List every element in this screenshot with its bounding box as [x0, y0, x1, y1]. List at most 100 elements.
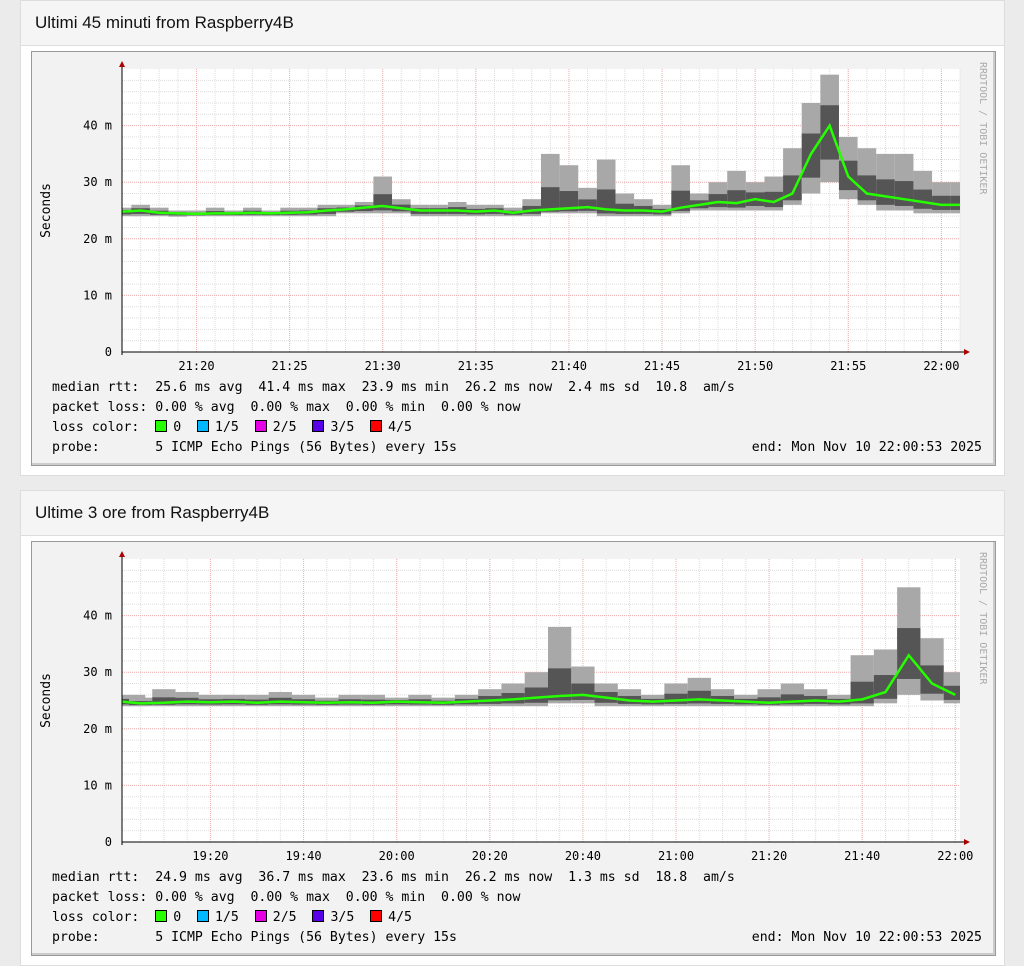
loss-swatch	[254, 420, 267, 432]
smoke-core	[615, 203, 635, 214]
smoke-core	[876, 179, 895, 205]
y-tick-label: 10 m	[83, 778, 112, 792]
smoke-core	[894, 181, 914, 206]
x-tick-label: 21:25	[272, 359, 308, 373]
smoke-core	[920, 665, 944, 694]
x-tick-label: 21:40	[844, 849, 880, 863]
smoke-core	[950, 195, 960, 210]
loss-swatch-label: 4/5	[388, 910, 412, 925]
chart-svg: 0 10 m 20 m 30 m 40 m 21:20 21:25 21:30 21:35 21:…	[39, 61, 988, 373]
loss-swatch	[370, 420, 383, 432]
card-3h: Ultime 3 ore from Raspberry4B 0 10 m 20 m 3…	[20, 490, 1005, 966]
x-tick-label: 21:00	[658, 849, 694, 863]
watermark: RRDTOOL / TOBI OETIKER	[977, 552, 988, 685]
smoke-core	[547, 668, 572, 701]
card-45min: Ultimi 45 minuti from Raspberry4B 0 10 m 2…	[20, 0, 1005, 476]
y-tick-label: 40 m	[83, 609, 112, 623]
x-axis-arrow	[964, 839, 970, 845]
x-tick-label: 21:20	[751, 849, 787, 863]
watermark: RRDTOOL / TOBI OETIKER	[977, 62, 988, 195]
loss-color-row: loss color: 0 1/5 2/5 3/5 4/5	[52, 908, 982, 928]
x-tick-label: 21:55	[830, 359, 866, 373]
loss-swatch-label: 0	[173, 910, 198, 925]
loss-swatch	[155, 420, 168, 432]
probe-row: probe: 5 ICMP Echo Pings (56 Bytes) ever…	[52, 438, 982, 458]
legend: median rtt: 24.9 ms avg 36.7 ms max 23.6…	[52, 868, 982, 948]
smoke-core	[596, 189, 616, 214]
smoke-core	[559, 191, 579, 212]
smoke-core	[780, 694, 805, 705]
probe-text: probe: 5 ICMP Echo Pings (56 Bytes) ever…	[52, 440, 457, 455]
packet-loss-row: packet loss: 0.00 % avg 0.00 % max 0.00 …	[52, 400, 521, 415]
y-tick-label: 0	[105, 345, 112, 359]
loss-swatch	[254, 910, 267, 922]
x-tick-label: 21:35	[458, 359, 494, 373]
x-tick-label: 22:00	[937, 849, 973, 863]
smoke-core	[578, 199, 597, 211]
loss-swatch	[197, 910, 210, 922]
loss-swatch-label: 1/5	[215, 910, 255, 925]
legend: median rtt: 25.6 ms avg 41.4 ms max 23.9…	[52, 378, 982, 458]
smoke-core	[764, 191, 784, 208]
smoke-core	[541, 187, 560, 212]
end-time: end: Mon Nov 10 22:00:53 2025	[751, 440, 982, 455]
y-tick-label: 30 m	[83, 665, 112, 679]
loss-color-row: loss color: 0 1/5 2/5 3/5 4/5	[52, 418, 982, 438]
probe-row: probe: 5 ICMP Echo Pings (56 Bytes) ever…	[52, 928, 982, 948]
smoke-core	[708, 194, 728, 208]
x-tick-label: 20:40	[565, 849, 601, 863]
x-tick-label: 20:00	[379, 849, 415, 863]
x-axis-arrow	[964, 349, 970, 355]
smokeping-graph-3h: 0 10 m 20 m 30 m 40 m 19:20 19:40 20:00 20:20 20:…	[31, 541, 996, 956]
loss-swatch	[370, 910, 383, 922]
card-title: Ultimi 45 minuti from Raspberry4B	[21, 1, 1004, 46]
y-axis-arrow	[119, 551, 125, 557]
loss-swatch	[312, 910, 325, 922]
x-tick-label: 21:45	[644, 359, 680, 373]
smoke-core	[524, 687, 548, 703]
loss-swatch-label: 0	[173, 420, 198, 435]
loss-swatch	[312, 420, 325, 432]
end-time: end: Mon Nov 10 22:00:53 2025	[751, 930, 982, 945]
y-axis-label: Seconds	[39, 673, 54, 728]
loss-swatch	[155, 910, 168, 922]
smoke-core	[913, 189, 933, 209]
loss-swatch-label: 4/5	[388, 420, 412, 435]
loss-swatch-label: 1/5	[215, 420, 255, 435]
x-tick-label: 19:40	[286, 849, 322, 863]
loss-color-swatches: 0 1/5 2/5 3/5 4/5	[155, 420, 412, 435]
median-line	[121, 653, 956, 705]
loss-swatch	[197, 420, 210, 432]
x-tick-label: 21:20	[178, 359, 214, 373]
smoke-core	[664, 693, 688, 704]
loss-swatch-label: 2/5	[272, 910, 313, 925]
smoke-core	[820, 105, 839, 160]
x-tick-label: 20:20	[472, 849, 508, 863]
x-tick-label: 21:30	[365, 359, 401, 373]
packet-loss-row: packet loss: 0.00 % avg 0.00 % max 0.00 …	[52, 890, 521, 905]
x-tick-label: 22:00	[923, 359, 959, 373]
loss-swatch-label: 3/5	[330, 910, 371, 925]
y-tick-label: 30 m	[83, 175, 112, 189]
median-line	[121, 122, 960, 216]
median-rtt-row: median rtt: 25.6 ms avg 41.4 ms max 23.9…	[52, 380, 735, 395]
chart-svg: 0 10 m 20 m 30 m 40 m 19:20 19:40 20:00 20:20 20:…	[39, 551, 988, 863]
y-tick-label: 40 m	[83, 119, 112, 133]
loss-color-label: loss color:	[52, 420, 156, 435]
probe-text: probe: 5 ICMP Echo Pings (56 Bytes) ever…	[52, 930, 457, 945]
x-tick-label: 21:50	[737, 359, 773, 373]
y-tick-label: 10 m	[83, 288, 112, 302]
y-tick-label: 20 m	[83, 722, 112, 736]
smoke-core	[727, 190, 746, 208]
y-tick-label: 20 m	[83, 232, 112, 246]
loss-color-label: loss color:	[52, 910, 156, 925]
loss-color-swatches: 0 1/5 2/5 3/5 4/5	[155, 910, 412, 925]
smoke-core	[571, 683, 595, 700]
loss-swatch-label: 3/5	[330, 420, 371, 435]
y-tick-label: 0	[105, 835, 112, 849]
y-axis-arrow	[119, 61, 125, 67]
smoke-core	[687, 690, 711, 704]
smoke-core	[757, 697, 781, 705]
smoke-core	[932, 195, 951, 210]
loss-swatch-label: 2/5	[272, 420, 313, 435]
